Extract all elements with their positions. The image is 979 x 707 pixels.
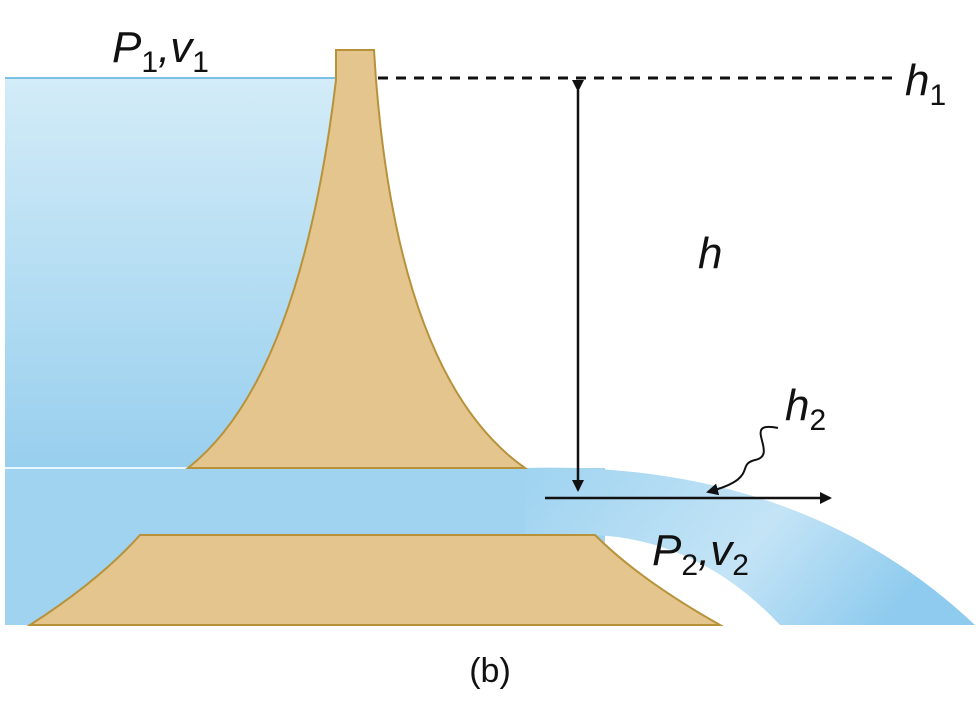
label-main: h (785, 381, 809, 430)
h2-pointer (706, 425, 779, 496)
label-main: P (652, 526, 682, 575)
label-main: ,v (698, 526, 735, 575)
caption: (b) (469, 652, 511, 690)
label-main: P (112, 23, 142, 72)
label-sub: 1 (141, 46, 158, 79)
label-main: ,v (158, 23, 195, 72)
h1-label: h1 (905, 56, 946, 112)
label-sub: 2 (809, 404, 826, 437)
dam-upper (185, 49, 529, 469)
label-sub: 2 (681, 549, 698, 582)
water-jet (525, 467, 975, 625)
dam-lower (26, 534, 724, 626)
label-sub: 1 (192, 46, 209, 79)
label-sub: 2 (732, 549, 749, 582)
h-label: h (698, 229, 722, 278)
outlet-label: P2,v2 (652, 526, 749, 582)
h2-label: h2 (785, 381, 826, 437)
label-main: h (905, 56, 929, 105)
label-sub: 1 (929, 79, 946, 112)
inlet-label: P1,v1 (112, 23, 209, 79)
